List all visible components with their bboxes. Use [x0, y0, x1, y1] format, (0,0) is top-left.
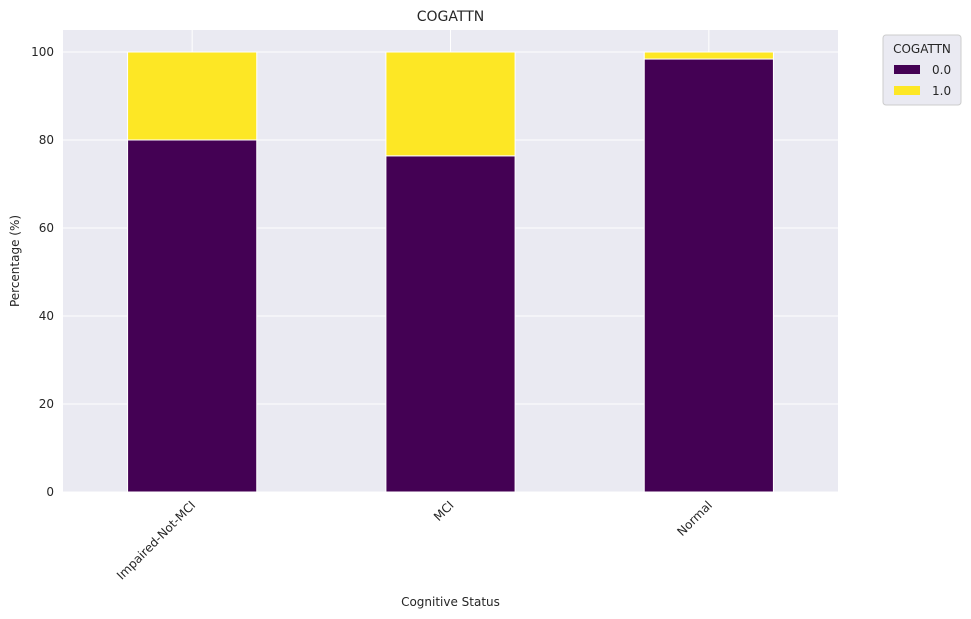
- y-tick-labels: 0 20 40 60 80 100: [31, 45, 54, 499]
- x-tick-label: MCI: [431, 498, 457, 524]
- x-tick-label: Normal: [674, 498, 715, 539]
- y-axis-label: Percentage (%): [8, 215, 22, 307]
- chart-title: COGATTN: [417, 9, 484, 25]
- bar-segment: [385, 155, 516, 493]
- legend-label: 1.0: [932, 84, 951, 98]
- y-tick-label: 20: [39, 397, 54, 411]
- legend: COGATTN 0.0 1.0: [882, 34, 962, 106]
- x-tick-labels: Impaired-Not-MCI MCI Normal: [114, 498, 715, 582]
- bar-segment: [127, 139, 258, 493]
- bars: [127, 51, 774, 493]
- x-tick-label: Impaired-Not-MCI: [114, 498, 198, 582]
- legend-title: COGATTN: [893, 42, 951, 56]
- bar-segment: [643, 58, 774, 493]
- y-tick-label: 40: [39, 309, 54, 323]
- legend-swatch: [894, 65, 920, 74]
- legend-label: 0.0: [932, 63, 951, 77]
- bar-segment: [385, 51, 516, 157]
- x-axis-label: Cognitive Status: [401, 595, 500, 609]
- bar-segment: [643, 51, 774, 60]
- y-tick-label: 100: [31, 45, 54, 59]
- legend-swatch: [894, 86, 920, 95]
- y-tick-label: 80: [39, 133, 54, 147]
- y-tick-label: 0: [46, 485, 54, 499]
- y-tick-label: 60: [39, 221, 54, 235]
- bar-segment: [127, 51, 258, 141]
